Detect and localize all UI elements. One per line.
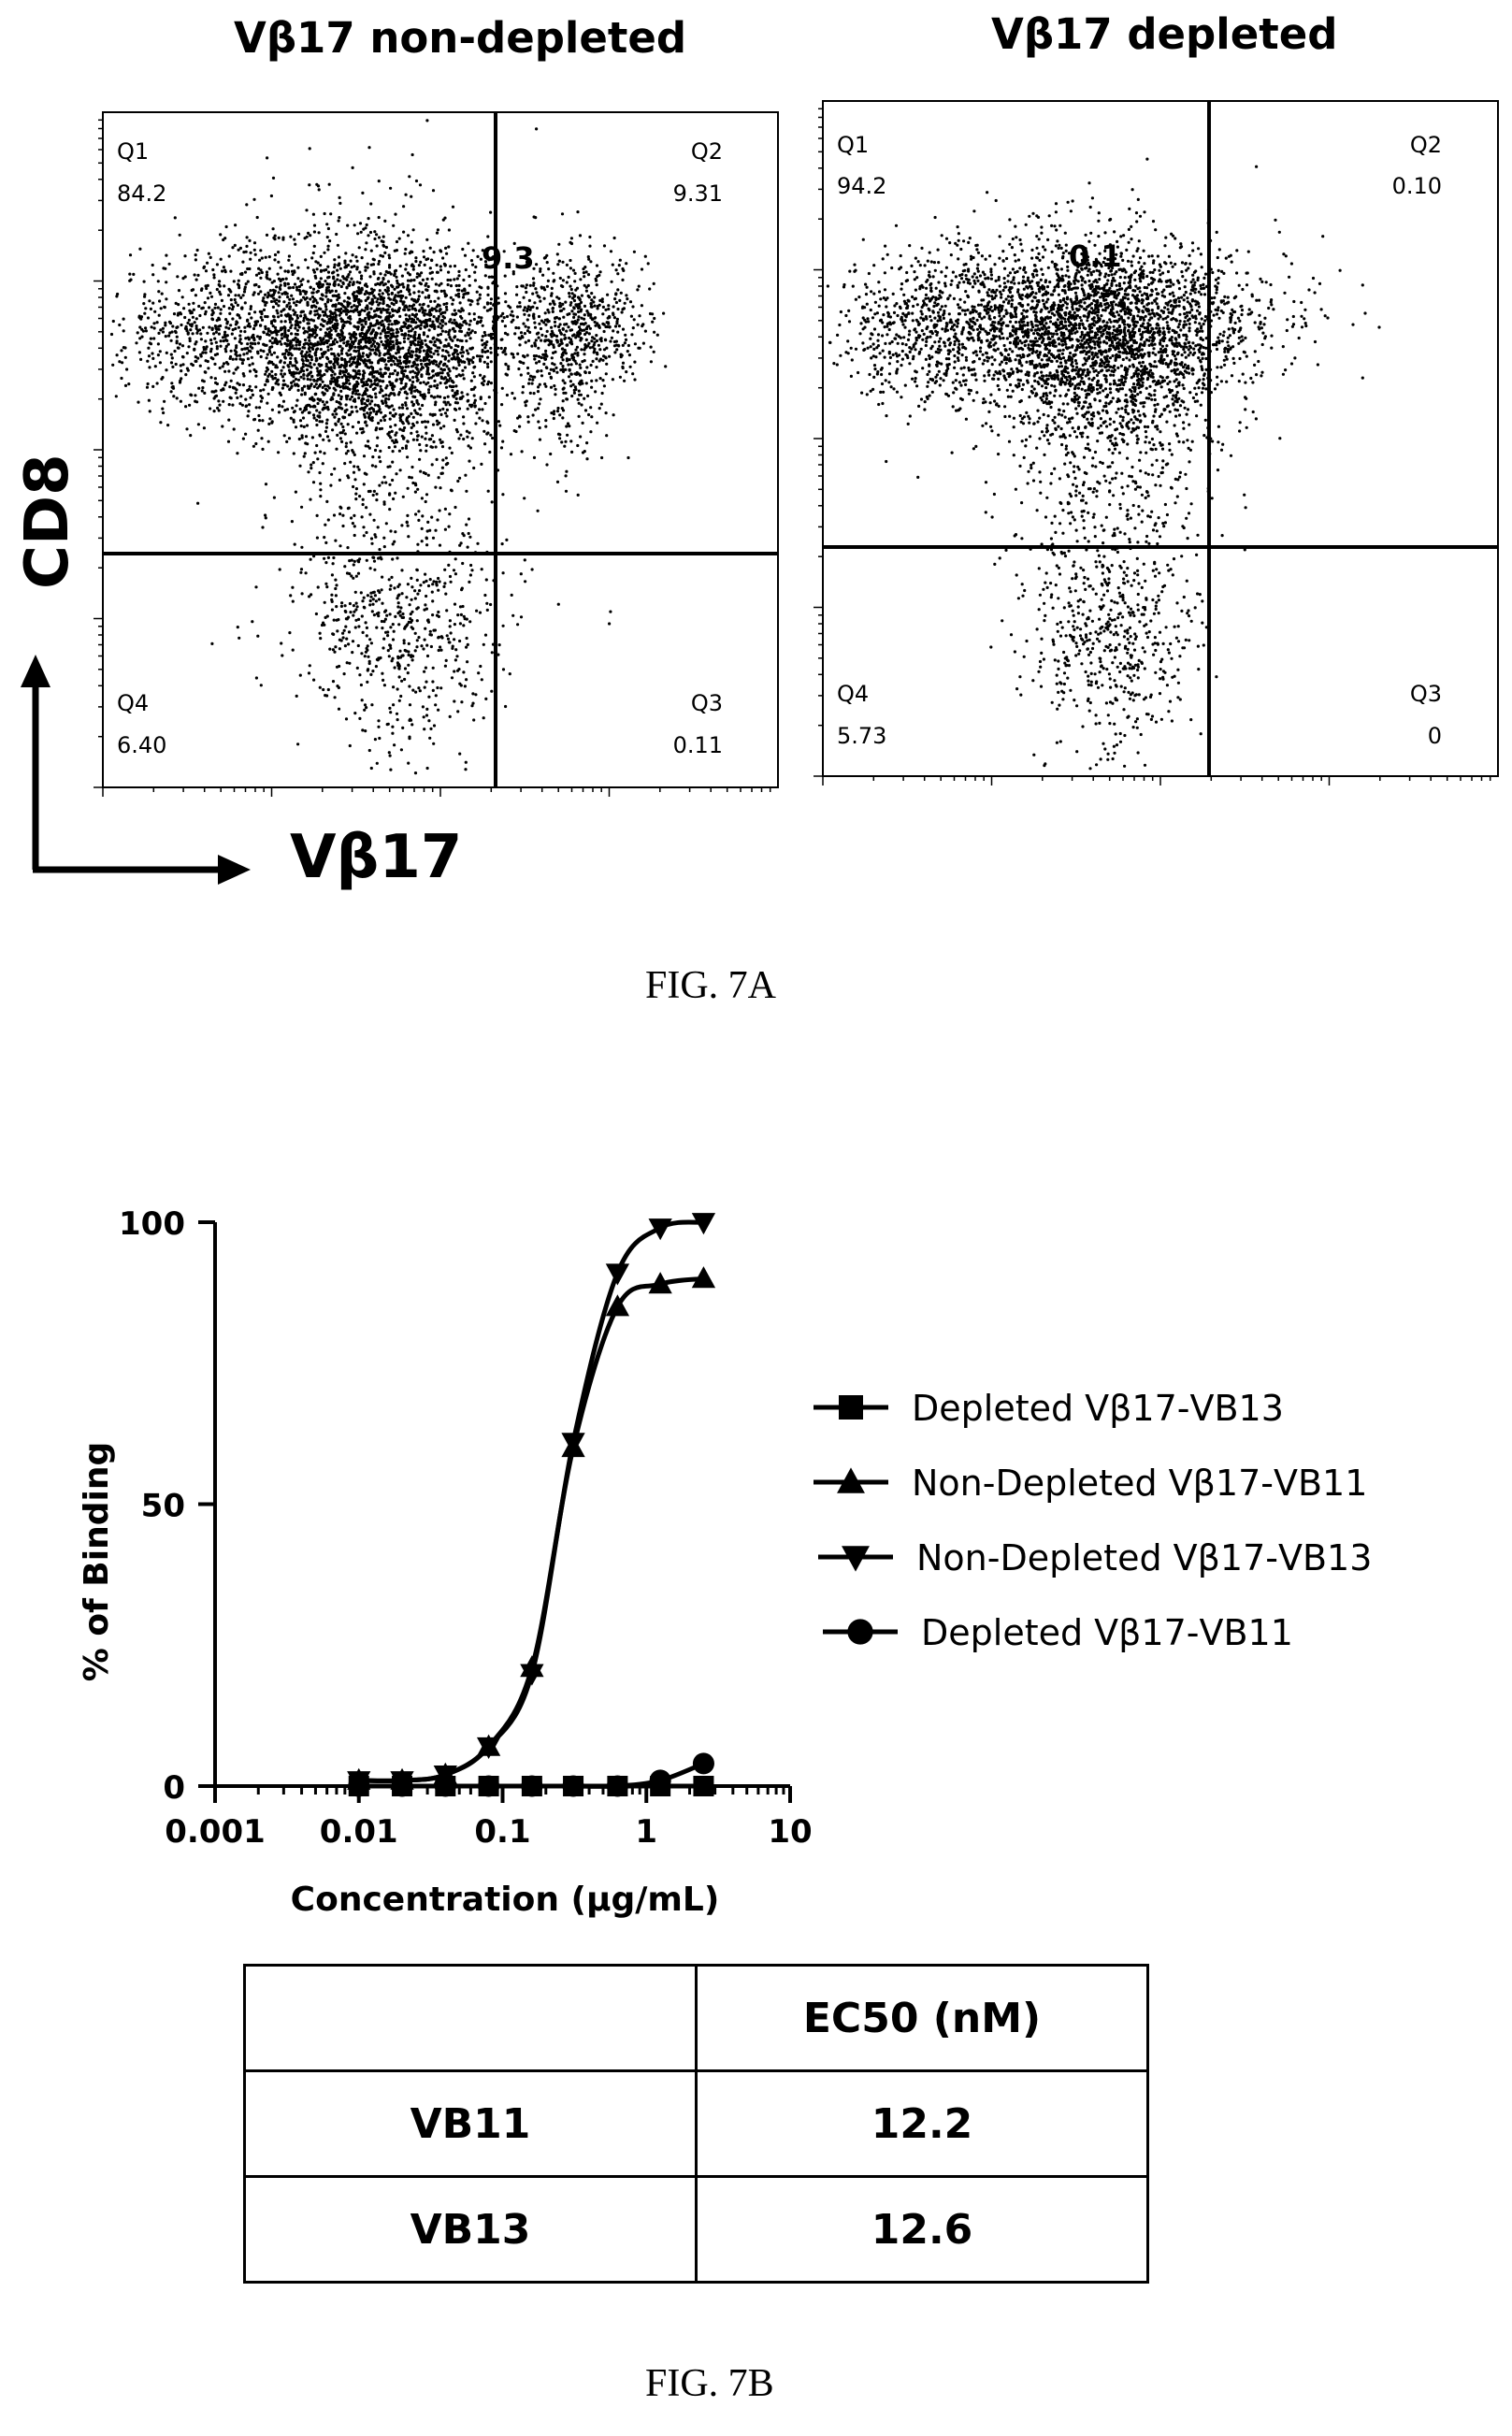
- table-row-value: 12.6: [695, 2175, 1149, 2284]
- dot-cloud-non-depleted: [109, 119, 668, 775]
- chart-markers: [347, 1213, 716, 1797]
- table-row-label: VB13: [243, 2175, 698, 2284]
- q2-value-non-depleted: 9.31: [673, 180, 723, 207]
- figure-7a-caption: FIG. 7A: [645, 964, 777, 1007]
- table-header-empty: [243, 1964, 698, 2072]
- q3-value-depleted: 0: [1428, 723, 1442, 749]
- vb17-axis-label: Vβ17: [290, 823, 463, 892]
- dot-cloud-depleted: [826, 157, 1381, 771]
- data-point: [847, 1619, 873, 1645]
- figure-7b-caption: FIG. 7B: [645, 2362, 774, 2405]
- data-point: [693, 1776, 714, 1796]
- data-point: [391, 1775, 413, 1797]
- y-tick-label: 50: [141, 1488, 185, 1525]
- legend-label: Non-Depleted Vβ17-VB11: [912, 1463, 1367, 1504]
- table-row-label: VB11: [243, 2069, 698, 2178]
- data-point: [649, 1769, 671, 1792]
- data-point: [692, 1752, 714, 1775]
- table-header-row: EC50 (nM): [243, 1964, 1149, 2072]
- data-point: [434, 1775, 456, 1797]
- ec50-table: EC50 (nM) VB11 12.2 VB13 12.6: [243, 1964, 1149, 2284]
- x-tick-label: 10: [768, 1813, 812, 1851]
- y-tick-label: 100: [119, 1205, 185, 1243]
- data-point: [562, 1775, 584, 1797]
- data-point: [691, 1266, 716, 1289]
- y-tick-label: 0: [163, 1769, 185, 1807]
- data-point: [691, 1213, 716, 1235]
- y-axis-label: % of Binding: [78, 1442, 116, 1681]
- q2-label-non-depleted: Q2: [691, 138, 723, 165]
- legend-label: Non-Depleted Vβ17-VB13: [916, 1537, 1372, 1578]
- chart-curves: [358, 1219, 705, 1789]
- x-axis-arrow-head: [218, 855, 251, 885]
- data-point: [476, 1737, 501, 1759]
- q1-value-non-depleted: 84.2: [117, 180, 166, 207]
- q1-label-depleted: Q1: [837, 132, 869, 158]
- x-tick-label: 0.001: [165, 1813, 266, 1851]
- q1-value-depleted: 94.2: [837, 173, 886, 199]
- x-tick-label: 0.1: [474, 1813, 530, 1851]
- q4-value-non-depleted: 6.40: [117, 732, 166, 758]
- data-point: [605, 1294, 630, 1317]
- ticks-depleted: [814, 108, 1491, 786]
- annotation-non-depleted: 9.3: [482, 240, 535, 276]
- x-tick-label: 1: [635, 1813, 657, 1851]
- q4-label-depleted: Q4: [837, 681, 869, 707]
- x-tick-label: 0.01: [320, 1813, 398, 1851]
- flow-cytometry-figure: Q1 84.2 Q2 9.31 Q4 6.40 Q3 0.11 9.3 Q1 9…: [13, 100, 1499, 885]
- chart-legend: Depleted Vβ17-VB13 Non-Depleted Vβ17-VB11…: [814, 1388, 1372, 1653]
- x-axis-label: Concentration (µg/mL): [291, 1881, 720, 1919]
- data-point: [478, 1775, 500, 1797]
- data-point: [837, 1467, 865, 1493]
- plot-frame-depleted: [822, 100, 1499, 777]
- q3-value-non-depleted: 0.11: [673, 732, 723, 758]
- cd8-axis-label: CD8: [13, 454, 82, 589]
- panel-title-non-depleted: Vβ17 non-depleted: [234, 13, 687, 63]
- table-header-ec50: EC50 (nM): [695, 1964, 1149, 2072]
- legend-label: Depleted Vβ17-VB11: [921, 1612, 1293, 1653]
- data-point: [648, 1272, 672, 1294]
- q3-label-non-depleted: Q3: [691, 690, 723, 716]
- y-axis-arrow-head: [21, 655, 50, 687]
- table-row: VB11 12.2: [243, 2069, 1149, 2178]
- q1-label-non-depleted: Q1: [117, 138, 149, 165]
- data-point: [520, 1664, 544, 1686]
- q4-value-depleted: 5.73: [837, 723, 886, 749]
- table-row-value: 12.2: [695, 2069, 1149, 2178]
- q3-label-depleted: Q3: [1410, 681, 1442, 707]
- data-point: [561, 1433, 585, 1455]
- data-point: [521, 1775, 543, 1797]
- ticks-non-depleted: [94, 119, 771, 797]
- legend-label: Depleted Vβ17-VB13: [912, 1388, 1284, 1429]
- data-point: [605, 1263, 630, 1286]
- data-point: [842, 1546, 870, 1572]
- data-point: [606, 1775, 628, 1797]
- series-line: [358, 1219, 704, 1783]
- data-point: [839, 1395, 863, 1420]
- q2-value-depleted: 0.10: [1392, 173, 1442, 199]
- annotation-depleted: 0.1: [1069, 238, 1122, 274]
- table-row: VB13 12.6: [243, 2175, 1149, 2284]
- panel-title-depleted: Vβ17 depleted: [991, 9, 1338, 59]
- data-point: [648, 1218, 672, 1241]
- series-line: [358, 1276, 704, 1783]
- plot-frame-non-depleted: [102, 111, 779, 788]
- data-point: [348, 1775, 370, 1797]
- binding-curve-chart: 0 50 100 0.001 0.01 0.1 1 10 Depleted Vβ17-VB13…: [78, 1205, 1372, 1919]
- q4-label-non-depleted: Q4: [117, 690, 149, 716]
- q2-label-depleted: Q2: [1410, 132, 1442, 158]
